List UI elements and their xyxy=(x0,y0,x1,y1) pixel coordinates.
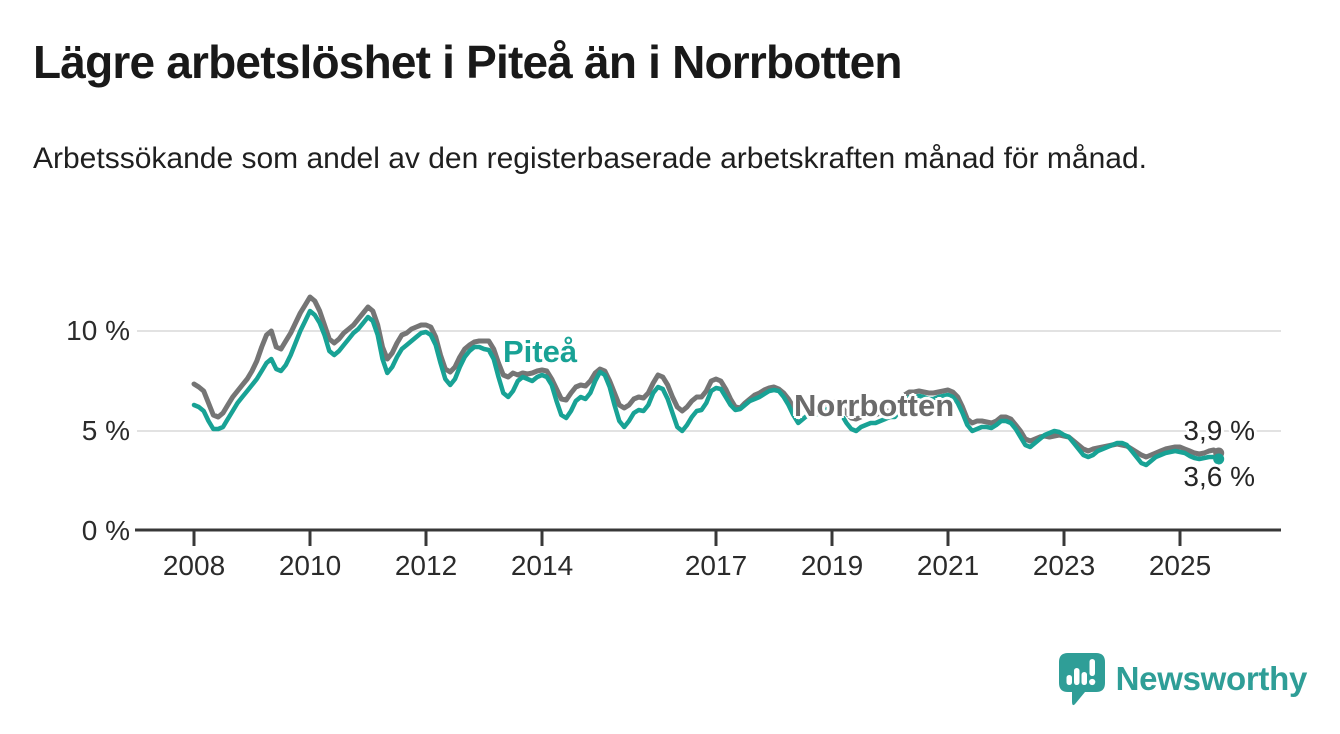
y-axis-label-5: 5 % xyxy=(81,415,130,446)
series-label-norrbotten: Norrbotten xyxy=(794,388,955,423)
newsworthy-logo: Newsworthy xyxy=(1058,652,1307,706)
x-axis-label-2010: 2010 xyxy=(278,550,342,581)
x-axis-label-2017: 2017 xyxy=(684,550,748,581)
brand-name: Newsworthy xyxy=(1115,660,1308,697)
page-title: Lägre arbetslöshet i Piteå än i Norrbott… xyxy=(33,36,903,88)
x-axis-label-2023: 2023 xyxy=(1032,550,1096,581)
x-axis-label-2014: 2014 xyxy=(510,550,574,581)
bar-chart-speech-bubble-icon xyxy=(1058,653,1105,706)
end-dot-piteå xyxy=(1213,453,1225,465)
x-axis-label-2019: 2019 xyxy=(800,550,864,581)
series-line-piteå xyxy=(191,308,1221,468)
series-label-pitea: Piteå xyxy=(503,334,578,369)
end-value-norrbotten: 3,9 % xyxy=(1183,415,1255,446)
series-line-norrbotten xyxy=(191,294,1222,460)
x-axis-label-2021: 2021 xyxy=(916,550,980,581)
end-value-pitea: 3,6 % xyxy=(1183,461,1255,492)
chart-subtitle: Arbetssökande som andel av den registerb… xyxy=(33,142,1147,175)
y-axis-label-0: 0 % xyxy=(81,515,130,546)
x-axis-label-2012: 2012 xyxy=(394,550,458,581)
x-axis-label-2008: 2008 xyxy=(162,550,226,581)
x-axis-label-2025: 2025 xyxy=(1148,550,1212,581)
y-axis-label-10: 10 % xyxy=(66,315,130,346)
